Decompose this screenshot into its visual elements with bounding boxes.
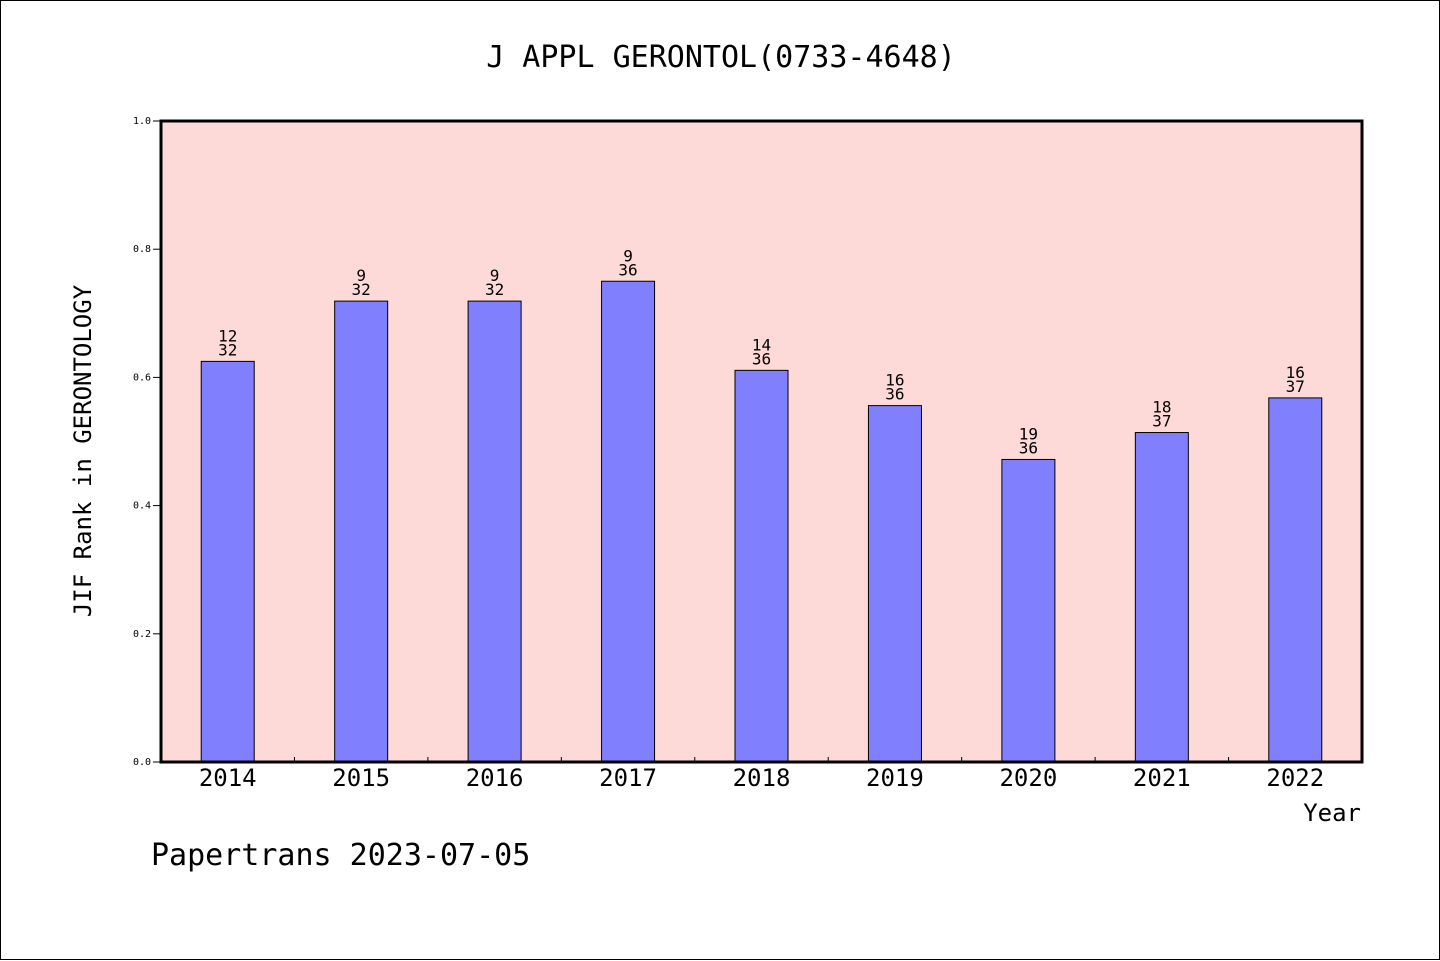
bar-2021 <box>1134 432 1189 763</box>
x-axis: 2014 2015 2016 2017 2018 2019 2020 2021 2022 <box>199 757 1324 792</box>
bar-2017 <box>601 280 656 763</box>
bars-group <box>200 280 1323 763</box>
x-tick-label: 2015 <box>332 764 390 792</box>
plot-border <box>159 119 1364 764</box>
bar-total-label: 37 <box>1152 412 1171 431</box>
bar-2019 <box>867 405 922 763</box>
bar-rank-label: 9 <box>623 246 633 265</box>
bar-total-label: 36 <box>618 260 637 279</box>
bar-rank-label: 9 <box>356 266 366 285</box>
bar-2016 <box>467 300 522 763</box>
y-tick-label: 0.4 <box>133 501 151 512</box>
y-tick-label: 0.6 <box>133 372 151 383</box>
x-tick-label: 2021 <box>1133 764 1191 792</box>
x-tick-label: 2022 <box>1266 764 1324 792</box>
x-tick-label: 2020 <box>999 764 1057 792</box>
bar-total-label: 36 <box>752 349 771 368</box>
bar-2014 <box>200 360 255 763</box>
bar-rank-label: 14 <box>752 335 771 354</box>
footer-credit: Papertrans 2023-07-05 <box>151 838 530 873</box>
bar-2020 <box>1001 458 1056 763</box>
bar-rank-label: 12 <box>218 326 237 345</box>
x-tick-label: 2014 <box>199 764 257 792</box>
y-tick-label: 1.0 <box>133 116 151 127</box>
bar-total-label: 32 <box>352 280 371 299</box>
bar-total-label: 37 <box>1286 377 1305 396</box>
x-tick-label: 2017 <box>599 764 657 792</box>
x-tick-label: 2019 <box>866 764 924 792</box>
bar-rank-label: 19 <box>1019 424 1038 443</box>
y-tick-label: 0.0 <box>133 757 151 768</box>
bar-total-label: 32 <box>485 280 504 299</box>
chart-title: J APPL GERONTOL(0733-4648) <box>486 40 956 75</box>
x-axis-label: Year <box>1303 799 1361 827</box>
x-tick-label: 2018 <box>733 764 791 792</box>
bar-total-label: 32 <box>218 340 237 359</box>
bar-2015 <box>334 300 389 763</box>
bar-rank-label: 16 <box>885 371 904 390</box>
y-axis-label: JIF Rank in GERONTOLOGY <box>69 284 97 617</box>
y-axis: 0.0 0.2 0.4 0.6 0.8 1.0 <box>133 116 161 768</box>
bar-total-label: 36 <box>885 385 904 404</box>
bar-total-label: 36 <box>1019 438 1038 457</box>
x-tick-label: 2016 <box>466 764 524 792</box>
bar-2018 <box>734 369 789 763</box>
bar-rank-label: 18 <box>1152 398 1171 417</box>
y-tick-label: 0.2 <box>133 629 151 640</box>
y-tick-label: 0.8 <box>133 244 151 255</box>
bar-rank-label: 9 <box>490 266 500 285</box>
bar-rank-label: 16 <box>1286 363 1305 382</box>
bar-2022 <box>1268 397 1323 763</box>
